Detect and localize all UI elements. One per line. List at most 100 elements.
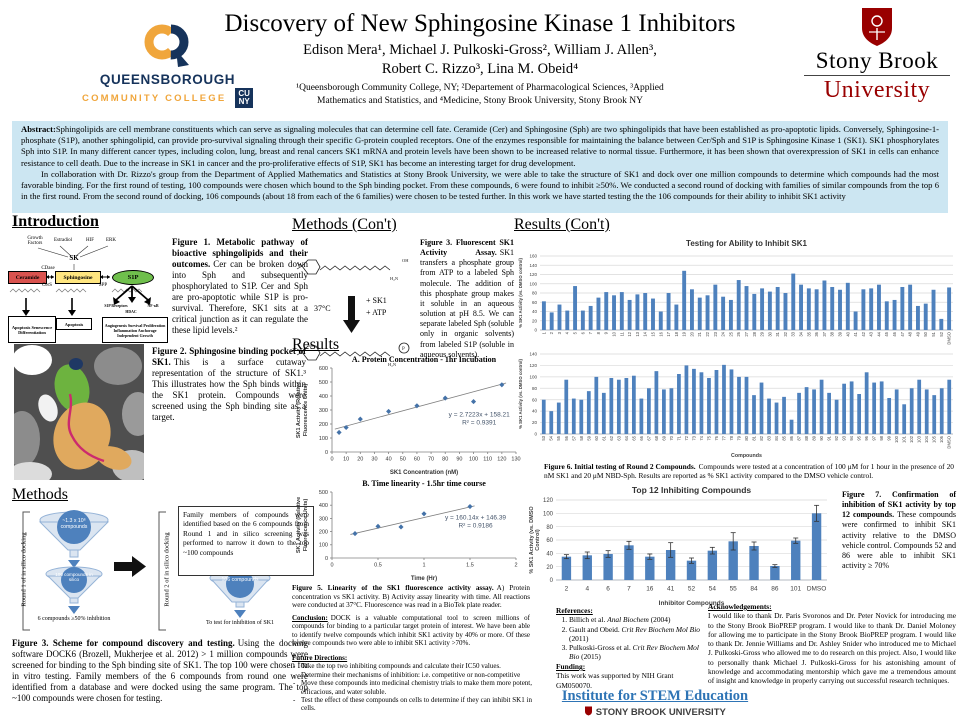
- svg-text:71: 71: [676, 435, 681, 440]
- future-direction-item: Test the effect of these compounds on ce…: [292, 696, 532, 713]
- svg-text:20: 20: [689, 331, 694, 336]
- svg-text:0.5: 0.5: [374, 563, 382, 569]
- figure1-caption-text: Cer can be broken down into Sph and subs…: [172, 258, 308, 335]
- svg-text:69: 69: [661, 435, 666, 440]
- svg-text:14: 14: [643, 331, 648, 336]
- svg-text:2: 2: [549, 331, 554, 334]
- svg-text:102: 102: [909, 435, 914, 443]
- svg-text:41: 41: [667, 586, 675, 593]
- svg-text:R² = 0.9391: R² = 0.9391: [462, 420, 497, 427]
- round2-label: Round 2 of in silico docking: [163, 532, 171, 607]
- svg-text:Time (Hr): Time (Hr): [411, 576, 437, 582]
- qcc-logo-name: QUEENSBOROUGH: [99, 72, 236, 87]
- svg-text:97: 97: [872, 435, 877, 440]
- svg-text:52: 52: [939, 331, 944, 336]
- svg-text:H₂N: H₂N: [388, 362, 397, 367]
- acknowledgements-text: I would like to thank Dr. Paris Svoronos…: [708, 611, 956, 685]
- figure1-label-cers: CerS: [42, 283, 52, 288]
- funnel3-result: To test for inhibition of SK1: [205, 620, 275, 626]
- chart-top12-compounds: 0 20 40 60 80 100 120 2 4 6 7 16 41 52 54 55 84 86 101 DMSO…: [526, 484, 832, 613]
- figure2-caption: Figure 2. Sphingosine binding pocket of …: [152, 346, 306, 423]
- svg-text:50: 50: [923, 331, 928, 336]
- acknowledgements-label: Acknowledgements:: [708, 602, 772, 611]
- reference-authors: Billich et al.: [569, 615, 608, 625]
- figure1-node-s1p: S1P: [112, 270, 154, 285]
- section-methods: Methods: [12, 486, 68, 503]
- authors-line-1: Edison Mera¹, Michael J. Pulkoski-Gross²…: [303, 42, 657, 58]
- figure3-assay-caption-title: Figure 3. Fluorescent SK1 Activity Assay…: [420, 238, 514, 258]
- svg-text:A. Protein Concentration - 1h: A. Protein Concentration - 1hr Incubatio…: [352, 355, 497, 364]
- svg-text:120: 120: [497, 457, 506, 463]
- svg-text:18: 18: [674, 331, 679, 336]
- svg-text:42: 42: [861, 331, 866, 336]
- svg-text:68: 68: [654, 435, 659, 440]
- figure1-label-erk: ERK: [106, 238, 116, 243]
- svg-text:21: 21: [697, 331, 702, 336]
- svg-text:67: 67: [646, 435, 651, 440]
- svg-text:Control): Control): [535, 529, 541, 551]
- svg-text:46: 46: [892, 331, 897, 336]
- figure1-outcome-angiogenesis: Angiogenesis Survival Proliferation Infl…: [102, 317, 168, 343]
- family-box: Family members of compounds were identif…: [178, 506, 314, 576]
- reaction-reagent-atp: + ATP: [366, 308, 387, 317]
- section-introduction: Introduction: [12, 213, 99, 230]
- svg-text:106: 106: [939, 435, 944, 443]
- svg-text:63: 63: [616, 435, 621, 440]
- figure5-caption: Figure 5. Linearity of the SK1 fluoresce…: [292, 584, 530, 610]
- svg-text:34: 34: [799, 331, 804, 336]
- svg-text:DMSO: DMSO: [947, 435, 952, 448]
- svg-text:60: 60: [594, 435, 599, 440]
- svg-text:400: 400: [319, 394, 328, 400]
- svg-text:62: 62: [609, 435, 614, 440]
- future-direction-item: Determine their mechanisms of inhibition…: [292, 671, 532, 680]
- figure1-label-cdase: CDase: [41, 266, 55, 271]
- svg-text:80: 80: [532, 291, 538, 296]
- stem-university-name: STONY BROOK UNIVERSITY: [540, 706, 770, 718]
- svg-text:110: 110: [483, 457, 492, 463]
- title-block: Discovery of New Sphingosine Kinase 1 In…: [180, 10, 780, 107]
- future-direction-item: Take the top two inhibiting compounds an…: [292, 662, 532, 671]
- svg-text:500: 500: [319, 380, 328, 386]
- svg-text:44: 44: [876, 331, 881, 336]
- svg-text:52: 52: [688, 586, 696, 593]
- reaction-reagent-sk1: + SK1: [366, 296, 387, 305]
- svg-text:2: 2: [514, 563, 517, 569]
- svg-text:74: 74: [699, 435, 704, 440]
- figure3-scheme-caption-text: Using the docking software DOCK6 (Brozel…: [12, 638, 308, 703]
- svg-text:600: 600: [319, 366, 328, 372]
- svg-text:104: 104: [924, 435, 929, 443]
- svg-text:6: 6: [580, 331, 585, 334]
- figure1-node-sphingosine: Sphingosine: [55, 271, 101, 284]
- affiliation-line-1: ¹Queensborough Community College, NY; ²D…: [296, 83, 664, 94]
- svg-text:130: 130: [511, 457, 520, 463]
- svg-text:77: 77: [721, 435, 726, 440]
- figure1-outcome-apoptosis-senescence: Apoptosis Senescence Differentiation: [8, 316, 56, 343]
- svg-text:28: 28: [752, 331, 757, 336]
- figure7-caption-title: Figure 7. Confirmation of inhibition of …: [842, 490, 956, 520]
- svg-text:56: 56: [564, 435, 569, 440]
- svg-text:80: 80: [546, 525, 553, 531]
- svg-text:0: 0: [325, 450, 328, 456]
- svg-text:10: 10: [612, 331, 617, 336]
- reference-year: (2011): [569, 633, 589, 643]
- references-label: References:: [556, 606, 593, 615]
- reaction-temperature: 37°C: [314, 304, 331, 313]
- funding-label: Funding:: [556, 662, 586, 671]
- svg-text:OH: OH: [402, 258, 409, 263]
- svg-text:SK1 Concentration (nM): SK1 Concentration (nM): [390, 470, 458, 476]
- figure1-label-sk: SK: [69, 254, 79, 262]
- reaction-scheme-molecules: OH H₂N P H₂N: [296, 258, 410, 367]
- authors: Edison Mera¹, Michael J. Pulkoski-Gross²…: [180, 41, 780, 79]
- svg-text:20: 20: [546, 565, 553, 571]
- svg-text:4: 4: [585, 586, 589, 593]
- sbu-shield-icon: [862, 8, 892, 46]
- svg-text:53: 53: [541, 435, 546, 440]
- round1-label: Round 1 of in silico docking: [20, 532, 28, 607]
- svg-text:75: 75: [706, 435, 711, 440]
- svg-text:54: 54: [549, 435, 554, 440]
- reference-item: Gault and Obeid. Crit Rev Biochem Mol Bi…: [569, 625, 706, 644]
- sbu-wordmark-stony-brook: Stony Brook: [815, 48, 939, 73]
- figure1-label-estradiol: Estradiol: [53, 238, 73, 243]
- figure3-assay-caption: Figure 3. Fluorescent SK1 Activity Assay…: [420, 238, 514, 360]
